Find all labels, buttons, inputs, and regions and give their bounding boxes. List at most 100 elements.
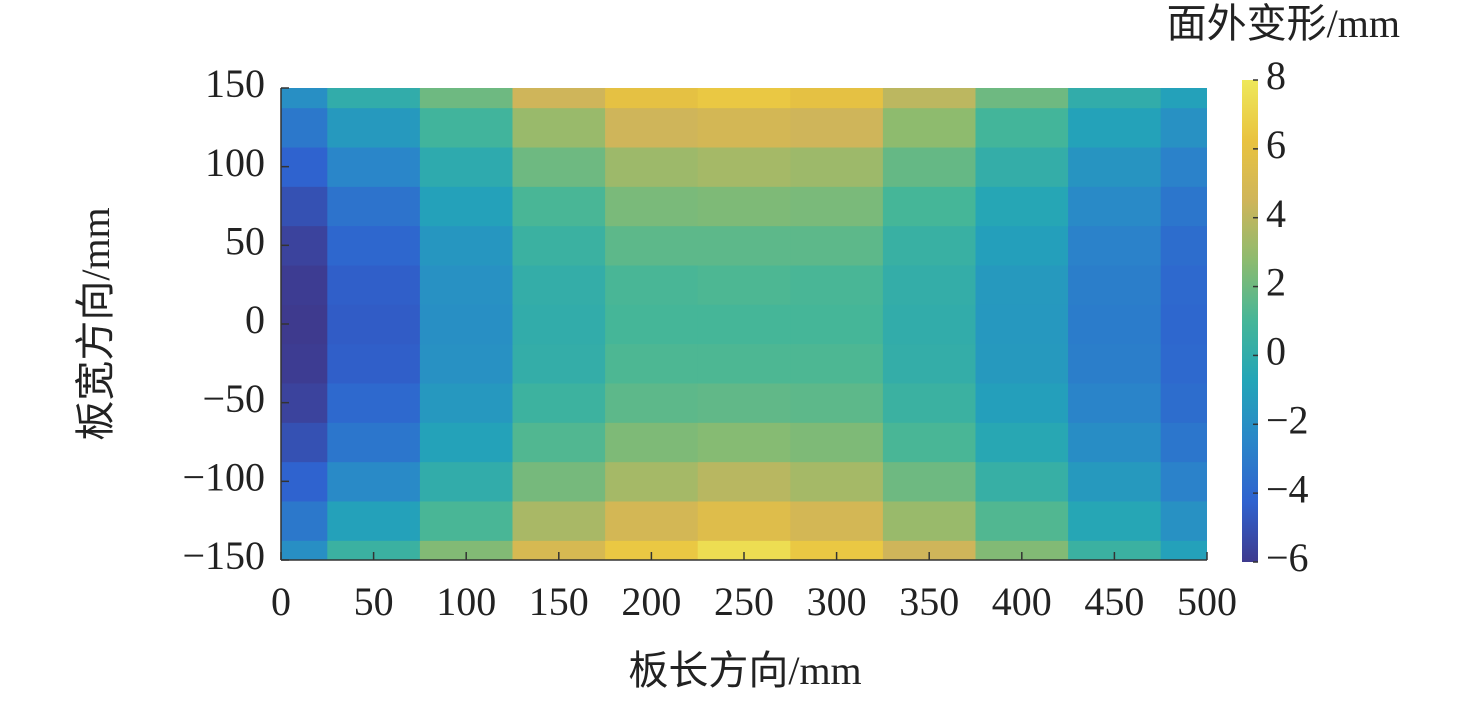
- x-tick-label: 400: [992, 579, 1052, 624]
- x-tick-label: 450: [1084, 579, 1144, 624]
- heat-cell: [512, 422, 606, 463]
- heat-cell: [790, 343, 884, 384]
- heat-cell: [697, 107, 791, 148]
- heat-cell: [975, 540, 1069, 560]
- heat-cell: [512, 540, 606, 560]
- heat-cell: [697, 501, 791, 541]
- heat-cell: [697, 461, 791, 502]
- heat-cell: [975, 88, 1069, 109]
- heat-cell: [697, 147, 791, 187]
- heat-cell: [512, 501, 606, 541]
- x-tick-label: 50: [354, 579, 394, 624]
- heat-cell: [1160, 265, 1207, 305]
- heat-cell: [419, 265, 513, 305]
- x-tick-label: 350: [899, 579, 959, 624]
- heat-cell: [327, 225, 421, 266]
- heat-cell: [327, 186, 421, 227]
- heat-cell: [882, 383, 976, 423]
- heat-cell: [975, 422, 1069, 463]
- heat-cell: [605, 186, 699, 227]
- y-tick-label: −50: [202, 376, 265, 421]
- heat-cell: [697, 383, 791, 423]
- heat-cell: [281, 265, 328, 305]
- heat-cell: [1068, 107, 1162, 148]
- colorbar-tick-label: 4: [1266, 191, 1286, 236]
- heat-cell: [975, 461, 1069, 502]
- heat-cell: [512, 383, 606, 423]
- heat-cell: [327, 343, 421, 384]
- heat-cell: [1068, 383, 1162, 423]
- heat-cell: [1160, 383, 1207, 423]
- heat-cell: [605, 107, 699, 148]
- heat-cell: [327, 461, 421, 502]
- heat-cell: [1160, 225, 1207, 266]
- heat-cell: [975, 304, 1069, 345]
- y-tick-label: −100: [182, 455, 265, 500]
- heat-cell: [975, 383, 1069, 423]
- heat-cell: [1160, 107, 1207, 148]
- x-tick-label: 0: [271, 579, 291, 624]
- heat-cell: [327, 422, 421, 463]
- heat-cell: [790, 383, 884, 423]
- heat-cell: [327, 540, 421, 560]
- heat-cell: [605, 343, 699, 384]
- colorbar-label: 面外变形/mm: [1167, 1, 1400, 46]
- heat-cell: [1068, 225, 1162, 266]
- heat-cell: [1068, 304, 1162, 345]
- heat-cell: [790, 225, 884, 266]
- heat-cell: [790, 501, 884, 541]
- heat-cell: [790, 540, 884, 560]
- heat-cell: [882, 88, 976, 109]
- heat-cell: [882, 540, 976, 560]
- heat-cell: [512, 88, 606, 109]
- x-axis-label: 板长方向/mm: [628, 648, 861, 693]
- heat-cell: [975, 186, 1069, 227]
- x-tick-label: 250: [714, 579, 774, 624]
- heat-cell: [281, 501, 328, 541]
- heat-cell: [1068, 343, 1162, 384]
- colorbar-tick-label: −4: [1266, 466, 1309, 511]
- heat-cell: [327, 304, 421, 345]
- heat-cell: [1160, 186, 1207, 227]
- heat-cell: [605, 422, 699, 463]
- heat-cell: [327, 147, 421, 187]
- y-axis-label: 板宽方向/mm: [73, 207, 118, 440]
- x-tick-label: 150: [529, 579, 589, 624]
- heat-cell: [281, 107, 328, 148]
- heat-cell: [882, 461, 976, 502]
- heat-cell: [882, 147, 976, 187]
- heat-cell: [512, 107, 606, 148]
- heat-cell: [419, 304, 513, 345]
- heat-cell: [1160, 304, 1207, 345]
- heat-cell: [281, 540, 328, 560]
- heat-cell: [790, 107, 884, 148]
- heat-cell: [697, 304, 791, 345]
- heat-cell: [1160, 88, 1207, 109]
- heat-cell: [605, 304, 699, 345]
- x-tick-label: 100: [436, 579, 496, 624]
- heat-cell: [327, 107, 421, 148]
- heat-cell: [281, 186, 328, 227]
- heat-cell: [419, 88, 513, 109]
- heat-cell: [790, 186, 884, 227]
- heat-cell: [512, 265, 606, 305]
- heat-cell: [1068, 186, 1162, 227]
- heat-cell: [790, 461, 884, 502]
- heat-cell: [882, 186, 976, 227]
- colorbar-tick-label: 8: [1266, 53, 1286, 98]
- heat-cell: [882, 107, 976, 148]
- colorbar-tick-label: −2: [1266, 397, 1309, 442]
- heat-cell: [419, 147, 513, 187]
- heat-cell: [790, 147, 884, 187]
- heat-cell: [512, 186, 606, 227]
- heat-cell: [419, 107, 513, 148]
- heat-cell: [419, 343, 513, 384]
- heat-cell: [1160, 343, 1207, 384]
- heat-cell: [882, 304, 976, 345]
- heat-cell: [790, 88, 884, 109]
- heat-cell: [605, 225, 699, 266]
- heat-cell: [697, 186, 791, 227]
- heat-cell: [1160, 422, 1207, 463]
- heat-cell: [605, 501, 699, 541]
